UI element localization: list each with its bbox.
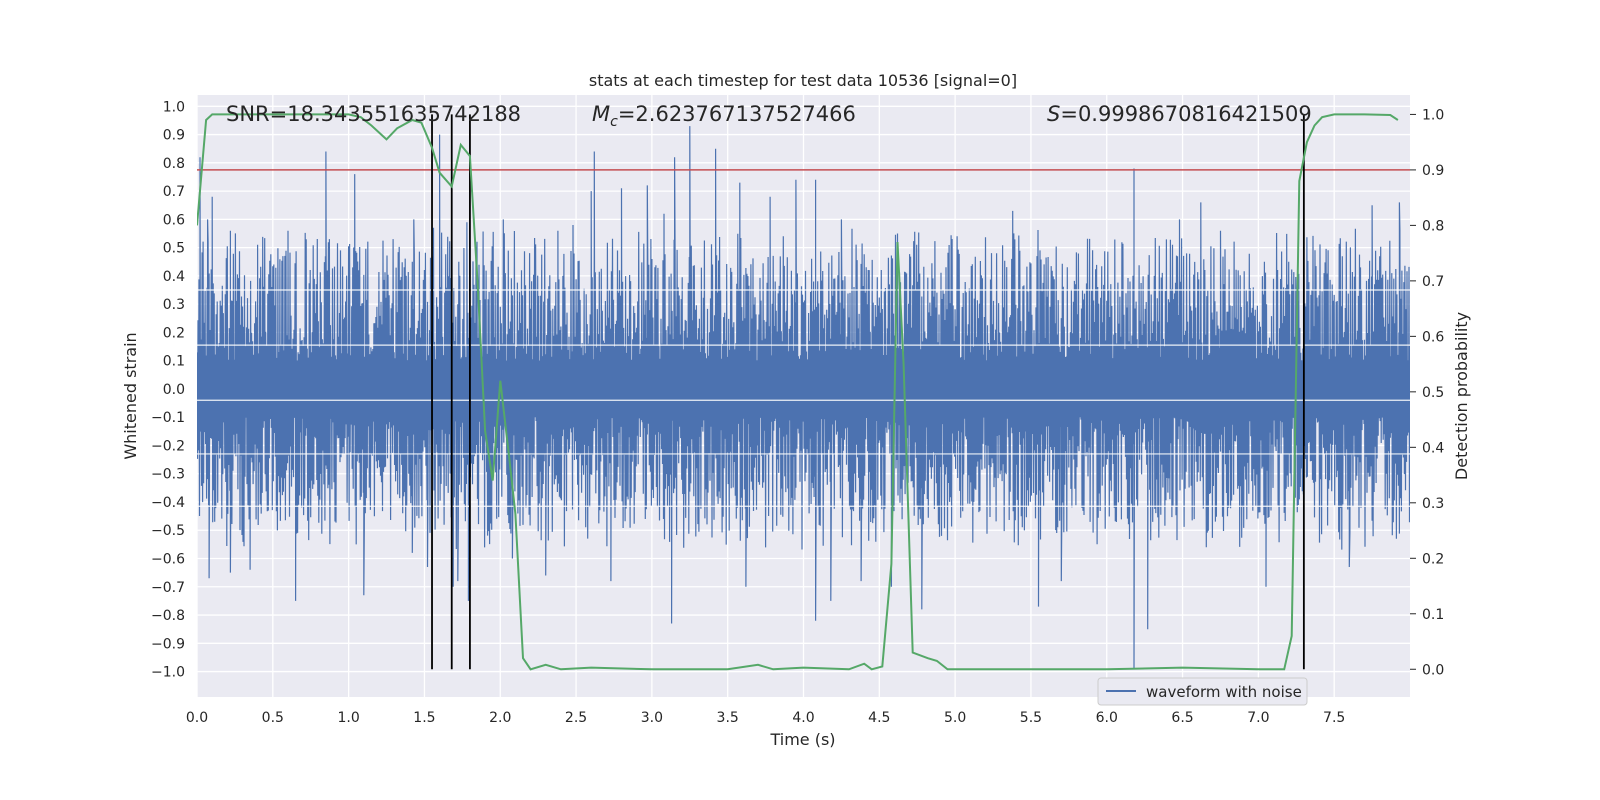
- x-tick-label: 7.5: [1323, 710, 1345, 726]
- x-tick-label: 0.0: [186, 710, 208, 726]
- x-tick-label: 0.5: [262, 710, 284, 726]
- y-left-tick-label: −0.8: [151, 608, 185, 624]
- x-axis-ticks: 0.0 0.5 1.0 1.5 2.0 2.5 3.0 3.5 4.0 4.5 5.0 5.5 6.0 6…: [186, 710, 1345, 726]
- y-right-tick-label: 0.7: [1422, 274, 1444, 290]
- y-left-tick-label: −0.1: [151, 410, 185, 426]
- mc-subscript: c: [610, 114, 618, 130]
- x-tick-label: 1.0: [337, 710, 359, 726]
- mc-symbol: M: [592, 102, 610, 126]
- x-tick-label: 2.5: [565, 710, 587, 726]
- y-left-tick-label: 0.9: [163, 128, 185, 144]
- y-left-tick-label: 0.8: [163, 156, 185, 172]
- y-right-tick-label: 0.8: [1422, 218, 1444, 234]
- y-right-tick-label: 0.1: [1422, 607, 1444, 623]
- y-right-tick-label: 0.2: [1422, 551, 1444, 567]
- s-symbol: S: [1047, 102, 1060, 126]
- legend-box: [1097, 677, 1308, 706]
- y-right-tick-label: 0.9: [1422, 163, 1444, 179]
- y-left-tick-label: −0.5: [151, 523, 185, 539]
- y-axis-right-label: Detection probability: [1452, 312, 1471, 480]
- y-left-tick-label: 0.6: [163, 212, 185, 228]
- x-axis-label: Time (s): [769, 730, 835, 749]
- y-left-tick-label: 0.3: [163, 297, 185, 313]
- y-right-tick-label: 0.5: [1422, 385, 1444, 401]
- y-axis-left-ticks: 1.0 0.9 0.8 0.7 0.6 0.5 0.4 0.3 0.2 0.1 0.0 −0.1 −0.…: [151, 99, 185, 680]
- x-tick-label: 2.0: [489, 710, 511, 726]
- y-left-tick-label: 0.4: [163, 269, 185, 285]
- y-left-tick-label: −1.0: [151, 665, 185, 681]
- x-tick-label: 6.5: [1171, 710, 1193, 726]
- y-left-tick-label: −0.6: [151, 552, 185, 568]
- waveform-series: [197, 126, 1410, 669]
- y-right-tick-label: 0.0: [1422, 662, 1444, 678]
- s-value: =0.9998670816421509: [1060, 102, 1311, 126]
- y-left-tick-label: 0.2: [163, 325, 185, 341]
- probability-series: [197, 113, 1399, 671]
- significance-annotation: S=0.9998670816421509: [1047, 102, 1312, 126]
- y-left-tick-label: 0.5: [163, 241, 185, 257]
- y-left-tick-label: 1.0: [163, 99, 185, 115]
- snr-annotation: SNR=18.343551635742188: [226, 102, 521, 126]
- y-right-tick-label: 1.0: [1422, 107, 1444, 123]
- x-tick-label: 5.0: [944, 710, 966, 726]
- y-left-tick-label: −0.4: [151, 495, 185, 511]
- y-axis-left-label: Whitened strain: [121, 332, 140, 459]
- y-left-tick-label: −0.2: [151, 438, 185, 454]
- y-axis-right-ticks: 1.0 0.9 0.8 0.7 0.6 0.5 0.4 0.3 0.2 0.1 0.0: [1410, 107, 1444, 678]
- y-left-tick-label: −0.7: [151, 580, 185, 596]
- x-tick-label: 7.0: [1247, 710, 1269, 726]
- y-left-tick-label: −0.9: [151, 636, 185, 652]
- y-left-tick-label: 0.7: [163, 184, 185, 200]
- x-tick-label: 6.0: [1096, 710, 1118, 726]
- x-tick-label: 4.5: [868, 710, 890, 726]
- y-right-tick-label: 0.3: [1422, 496, 1444, 512]
- mc-value: =2.623767137527466: [618, 102, 856, 126]
- y-right-tick-label: 0.6: [1422, 329, 1444, 345]
- y-left-tick-label: 0.0: [163, 382, 185, 398]
- y-left-tick-label: −0.3: [151, 467, 185, 483]
- probability-line: [197, 113, 1399, 671]
- x-tick-label: 3.0: [641, 710, 663, 726]
- chart-title: stats at each timestep for test data 105…: [589, 71, 1017, 90]
- y-right-tick-label: 0.4: [1422, 440, 1444, 456]
- y-left-tick-label: 0.1: [163, 354, 185, 370]
- x-tick-label: 3.5: [717, 710, 739, 726]
- x-tick-label: 5.5: [1020, 710, 1042, 726]
- chirp-mass-annotation: Mc=2.623767137527466: [592, 102, 856, 130]
- legend-label: waveform with noise: [1146, 683, 1302, 701]
- legend: waveform with noise: [1097, 677, 1308, 706]
- marker-lines: [431, 114, 1305, 670]
- x-tick-label: 4.0: [792, 710, 814, 726]
- x-tick-label: 1.5: [413, 710, 435, 726]
- waveform-line: [197, 126, 1410, 669]
